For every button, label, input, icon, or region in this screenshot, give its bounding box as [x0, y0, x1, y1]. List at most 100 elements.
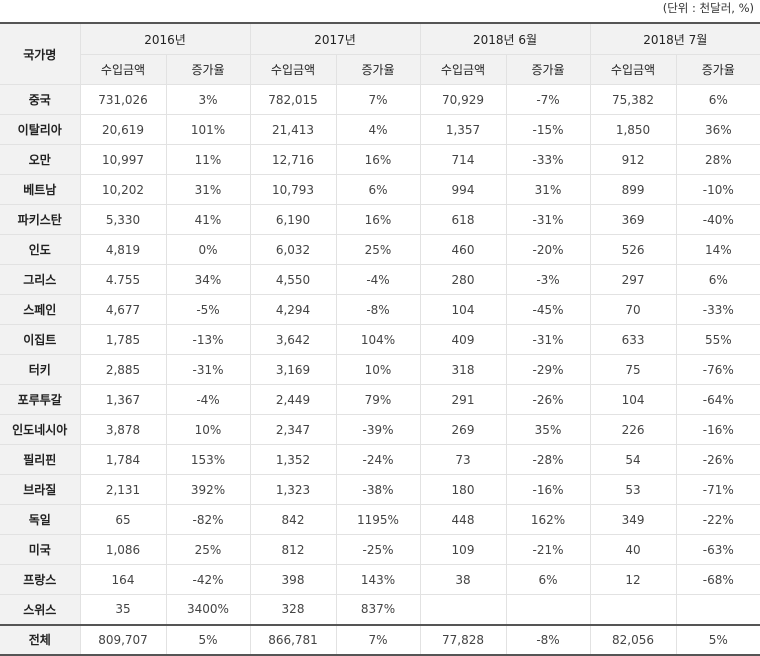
rate-cell: -3% — [506, 264, 591, 295]
country-name: 인도네시아 — [0, 414, 81, 445]
table-row: 스위스 35 3400% 328 837% — [0, 594, 760, 625]
amount-cell: 1,323 — [250, 474, 337, 505]
amount-cell: 269 — [420, 414, 507, 445]
rate-cell: -13% — [166, 324, 251, 355]
amount-cell — [590, 594, 677, 625]
country-name: 미국 — [0, 534, 81, 565]
rate-cell: -31% — [166, 354, 251, 385]
rate-cell: 25% — [166, 534, 251, 565]
amount-cell: 4.755 — [80, 264, 167, 295]
rate-cell: -7% — [506, 84, 591, 115]
rate-cell: -5% — [166, 294, 251, 325]
amount-cell: 35 — [80, 594, 167, 625]
import-table: 국가명 2016년 2017년 2018년 6월 2018년 7월 수입금액 증… — [0, 22, 760, 656]
table-row: 오만 10,997 11% 12,716 16% 714 -33% 912 28% — [0, 144, 760, 175]
amount-cell: 12,716 — [250, 144, 337, 175]
amount-cell: 2,885 — [80, 354, 167, 385]
amount-cell: 75 — [590, 354, 677, 385]
rate-cell: 104% — [336, 324, 421, 355]
country-name: 스페인 — [0, 294, 81, 325]
country-name: 그리스 — [0, 264, 81, 295]
total-row: 전체 809,707 5% 866,781 7% 77,828 -8% 82,056 5% — [0, 623, 760, 655]
country-name: 스위스 — [0, 594, 81, 625]
rate-cell: -71% — [676, 474, 760, 505]
amount-cell: 899 — [590, 174, 677, 205]
amount-cell: 20,619 — [80, 114, 167, 145]
amount-cell: 1,785 — [80, 324, 167, 355]
header-period-2018-06: 2018년 6월 — [420, 23, 591, 55]
amount-cell: 70,929 — [420, 84, 507, 115]
rate-cell — [676, 594, 760, 625]
rate-cell: 5% — [166, 623, 251, 655]
amount-cell: 2,131 — [80, 474, 167, 505]
table-row: 독일 65 -82% 842 1195% 448 162% 349 -22% — [0, 504, 760, 535]
amount-cell: 54 — [590, 444, 677, 475]
country-name: 오만 — [0, 144, 81, 175]
rate-cell: -39% — [336, 414, 421, 445]
amount-cell: 10,202 — [80, 174, 167, 205]
amount-cell: 633 — [590, 324, 677, 355]
country-name: 이탈리아 — [0, 114, 81, 145]
rate-cell: -16% — [506, 474, 591, 505]
rate-cell: 837% — [336, 594, 421, 625]
rate-cell: 25% — [336, 234, 421, 265]
amount-cell: 912 — [590, 144, 677, 175]
rate-cell: -25% — [336, 534, 421, 565]
rate-cell: 1195% — [336, 504, 421, 535]
rate-cell: 31% — [506, 174, 591, 205]
amount-cell: 73 — [420, 444, 507, 475]
amount-cell: 104 — [590, 384, 677, 415]
amount-cell: 1,352 — [250, 444, 337, 475]
header-amount: 수입금액 — [420, 54, 507, 85]
amount-cell: 70 — [590, 294, 677, 325]
rate-cell: 392% — [166, 474, 251, 505]
amount-cell: 809,707 — [80, 623, 167, 655]
rate-cell: 3400% — [166, 594, 251, 625]
table-row: 터키 2,885 -31% 3,169 10% 318 -29% 75 -76% — [0, 354, 760, 385]
rate-cell: 0% — [166, 234, 251, 265]
amount-cell: 4,677 — [80, 294, 167, 325]
amount-cell: 3,642 — [250, 324, 337, 355]
amount-cell: 409 — [420, 324, 507, 355]
amount-cell: 4,294 — [250, 294, 337, 325]
rate-cell: 5% — [676, 623, 760, 655]
country-name: 프랑스 — [0, 564, 81, 595]
amount-cell: 40 — [590, 534, 677, 565]
header-amount: 수입금액 — [590, 54, 677, 85]
amount-cell: 448 — [420, 504, 507, 535]
rate-cell: -28% — [506, 444, 591, 475]
amount-cell: 65 — [80, 504, 167, 535]
rate-cell: 36% — [676, 114, 760, 145]
rate-cell: 3% — [166, 84, 251, 115]
amount-cell: 812 — [250, 534, 337, 565]
amount-cell: 782,015 — [250, 84, 337, 115]
rate-cell: -82% — [166, 504, 251, 535]
rate-cell: 6% — [506, 564, 591, 595]
rate-cell: 6% — [676, 84, 760, 115]
rate-cell: -24% — [336, 444, 421, 475]
rate-cell: -4% — [336, 264, 421, 295]
table-row: 이탈리아 20,619 101% 21,413 4% 1,357 -15% 1,850 36% — [0, 114, 760, 145]
rate-cell: 153% — [166, 444, 251, 475]
amount-cell: 842 — [250, 504, 337, 535]
amount-cell: 5,330 — [80, 204, 167, 235]
amount-cell: 10,997 — [80, 144, 167, 175]
table-row: 포루투갈 1,367 -4% 2,449 79% 291 -26% 104 -64% — [0, 384, 760, 415]
amount-cell: 1,086 — [80, 534, 167, 565]
rate-cell: 14% — [676, 234, 760, 265]
rate-cell: -40% — [676, 204, 760, 235]
amount-cell: 328 — [250, 594, 337, 625]
amount-cell: 2,449 — [250, 384, 337, 415]
rate-cell: -63% — [676, 534, 760, 565]
rate-cell: 4% — [336, 114, 421, 145]
header-country: 국가명 — [0, 23, 81, 85]
country-name: 터키 — [0, 354, 81, 385]
table-body: 중국 731,026 3% 782,015 7% 70,929 -7% 75,382 6% 이탈리… — [0, 84, 760, 655]
unit-note: (단위 : 천달러, %) — [662, 1, 754, 15]
header-rate: 증가율 — [336, 54, 421, 85]
table-row: 그리스 4.755 34% 4,550 -4% 280 -3% 297 6% — [0, 264, 760, 295]
country-name: 중국 — [0, 84, 81, 115]
rate-cell: 7% — [336, 84, 421, 115]
rate-cell: -4% — [166, 384, 251, 415]
rate-cell: 7% — [336, 623, 421, 655]
